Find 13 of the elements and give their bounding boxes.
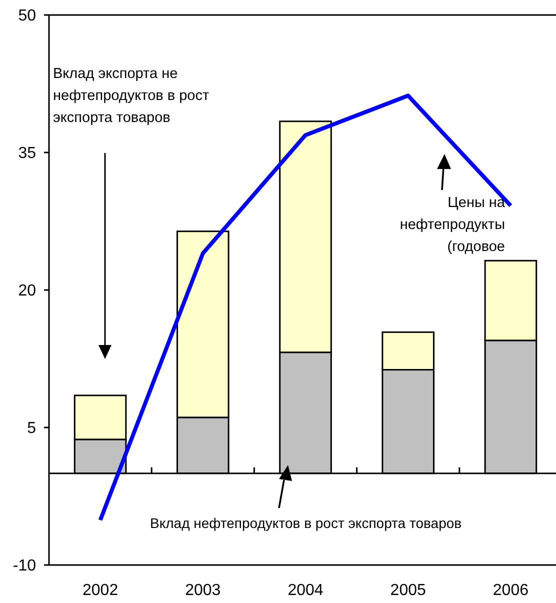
x-tick-label: 2002: [82, 582, 118, 599]
y-tick-label: 5: [27, 420, 36, 438]
x-tick-label: 2005: [390, 582, 426, 599]
annotation: Вклад нефтепродуктов в рост экспорта товаров: [150, 515, 462, 531]
annotation: Цены на нефтепродукты (годовое: [400, 195, 506, 255]
x-tick-label: 2006: [492, 582, 529, 599]
y-tick-label: 20: [18, 282, 36, 300]
x-tick-label: 2004: [288, 582, 324, 599]
annotation: Вклад экспорта не нефтепродуктов в рост экспорта товаров: [53, 66, 210, 126]
x-tick-label: 2003: [185, 582, 221, 599]
y-tick-label: 35: [18, 145, 36, 162]
y-tick-label: 50: [18, 8, 36, 25]
y-tick-label: -10: [12, 558, 36, 575]
